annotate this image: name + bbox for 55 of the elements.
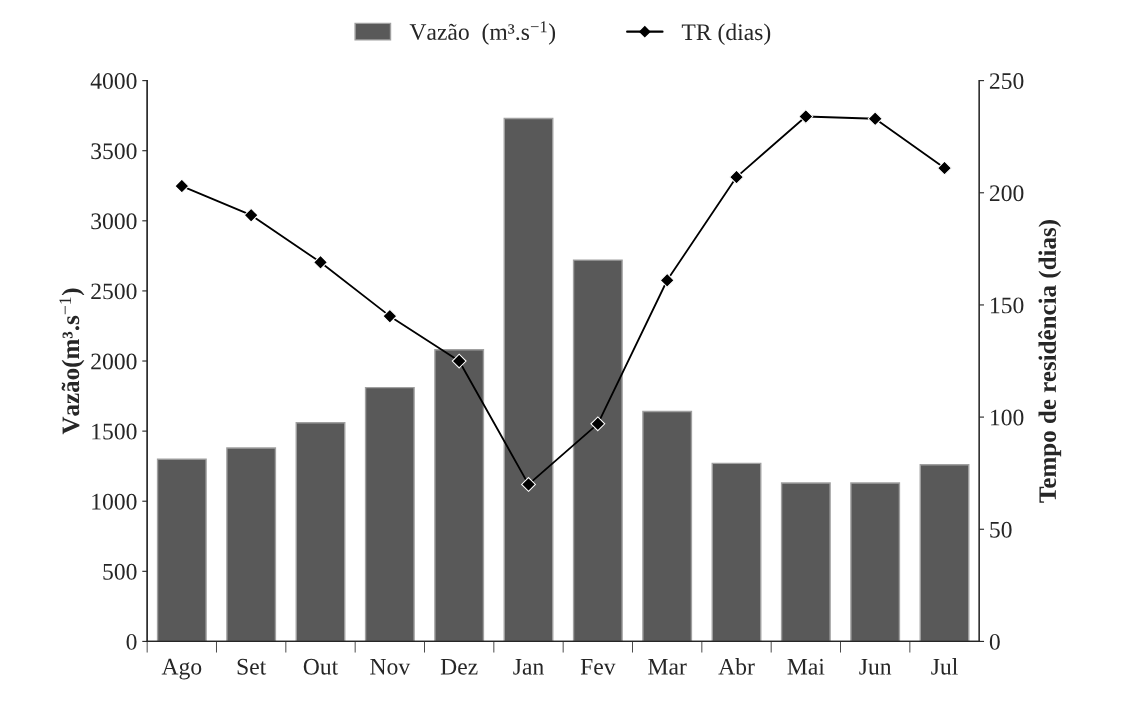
y-tick-label: 3500 xyxy=(91,143,137,160)
x-tick-label: Jan xyxy=(513,659,544,675)
y-tick-label: 1000 xyxy=(92,493,137,510)
y-tick-label: 3000 xyxy=(91,213,137,230)
x-tick-label: Dez xyxy=(440,659,478,675)
y2-axis-title: Tempo de residência (dias) xyxy=(1038,220,1062,503)
point xyxy=(243,207,259,223)
y-tick-label: 1500 xyxy=(92,423,137,440)
bar xyxy=(572,259,623,642)
x-tick-label: Out xyxy=(303,658,339,675)
point xyxy=(729,169,744,185)
y-tick-label: 4000 xyxy=(90,73,137,90)
y-tick-label: 2500 xyxy=(91,283,137,300)
legend-label: Vazão (m³.s$^{−1}$) xyxy=(409,21,556,45)
y2-tick-label: 250 xyxy=(989,73,1024,90)
bar xyxy=(780,482,831,642)
x-tick-label: Fev xyxy=(580,659,616,675)
point xyxy=(382,308,398,324)
bar xyxy=(364,386,415,642)
y2-tick-label: 150 xyxy=(990,297,1024,314)
bar xyxy=(156,458,207,642)
x-tick-label: Nov xyxy=(370,659,411,675)
bar xyxy=(503,117,554,642)
point xyxy=(937,160,952,176)
x-tick-label: Mai xyxy=(787,658,825,675)
bar xyxy=(295,422,346,642)
bar xyxy=(434,349,485,642)
point xyxy=(521,477,536,492)
y-tick-label: 500 xyxy=(103,563,137,580)
y2-tick-label: 200 xyxy=(989,185,1024,202)
legend-label: TR (dias) xyxy=(681,23,771,45)
x-tick-label: Jul xyxy=(931,658,958,675)
point xyxy=(867,111,883,127)
point xyxy=(313,254,328,270)
y2-tick-label: 0 xyxy=(989,633,1000,650)
bar xyxy=(711,462,762,642)
x-tick-label: Set xyxy=(237,658,267,675)
x-tick-label: Mar xyxy=(648,659,687,675)
bar xyxy=(642,410,693,642)
x-tick-label: Jun xyxy=(859,659,892,675)
point xyxy=(174,178,190,194)
x-tick-label: Ago xyxy=(161,658,202,680)
point xyxy=(590,416,606,432)
x-tick-label: Abr xyxy=(718,658,755,675)
bar xyxy=(850,482,901,642)
point xyxy=(798,109,814,124)
y2-tick-label: 100 xyxy=(990,409,1024,426)
y-tick-label: 2000 xyxy=(91,353,137,370)
point xyxy=(659,272,675,288)
y-axis-title: Vazão(m³.s$^{−1}$) xyxy=(59,288,85,435)
bar xyxy=(919,464,970,642)
point xyxy=(451,353,467,369)
y2-tick-label: 50 xyxy=(990,521,1012,538)
y-tick-label: 0 xyxy=(126,633,137,650)
bar xyxy=(226,447,277,642)
